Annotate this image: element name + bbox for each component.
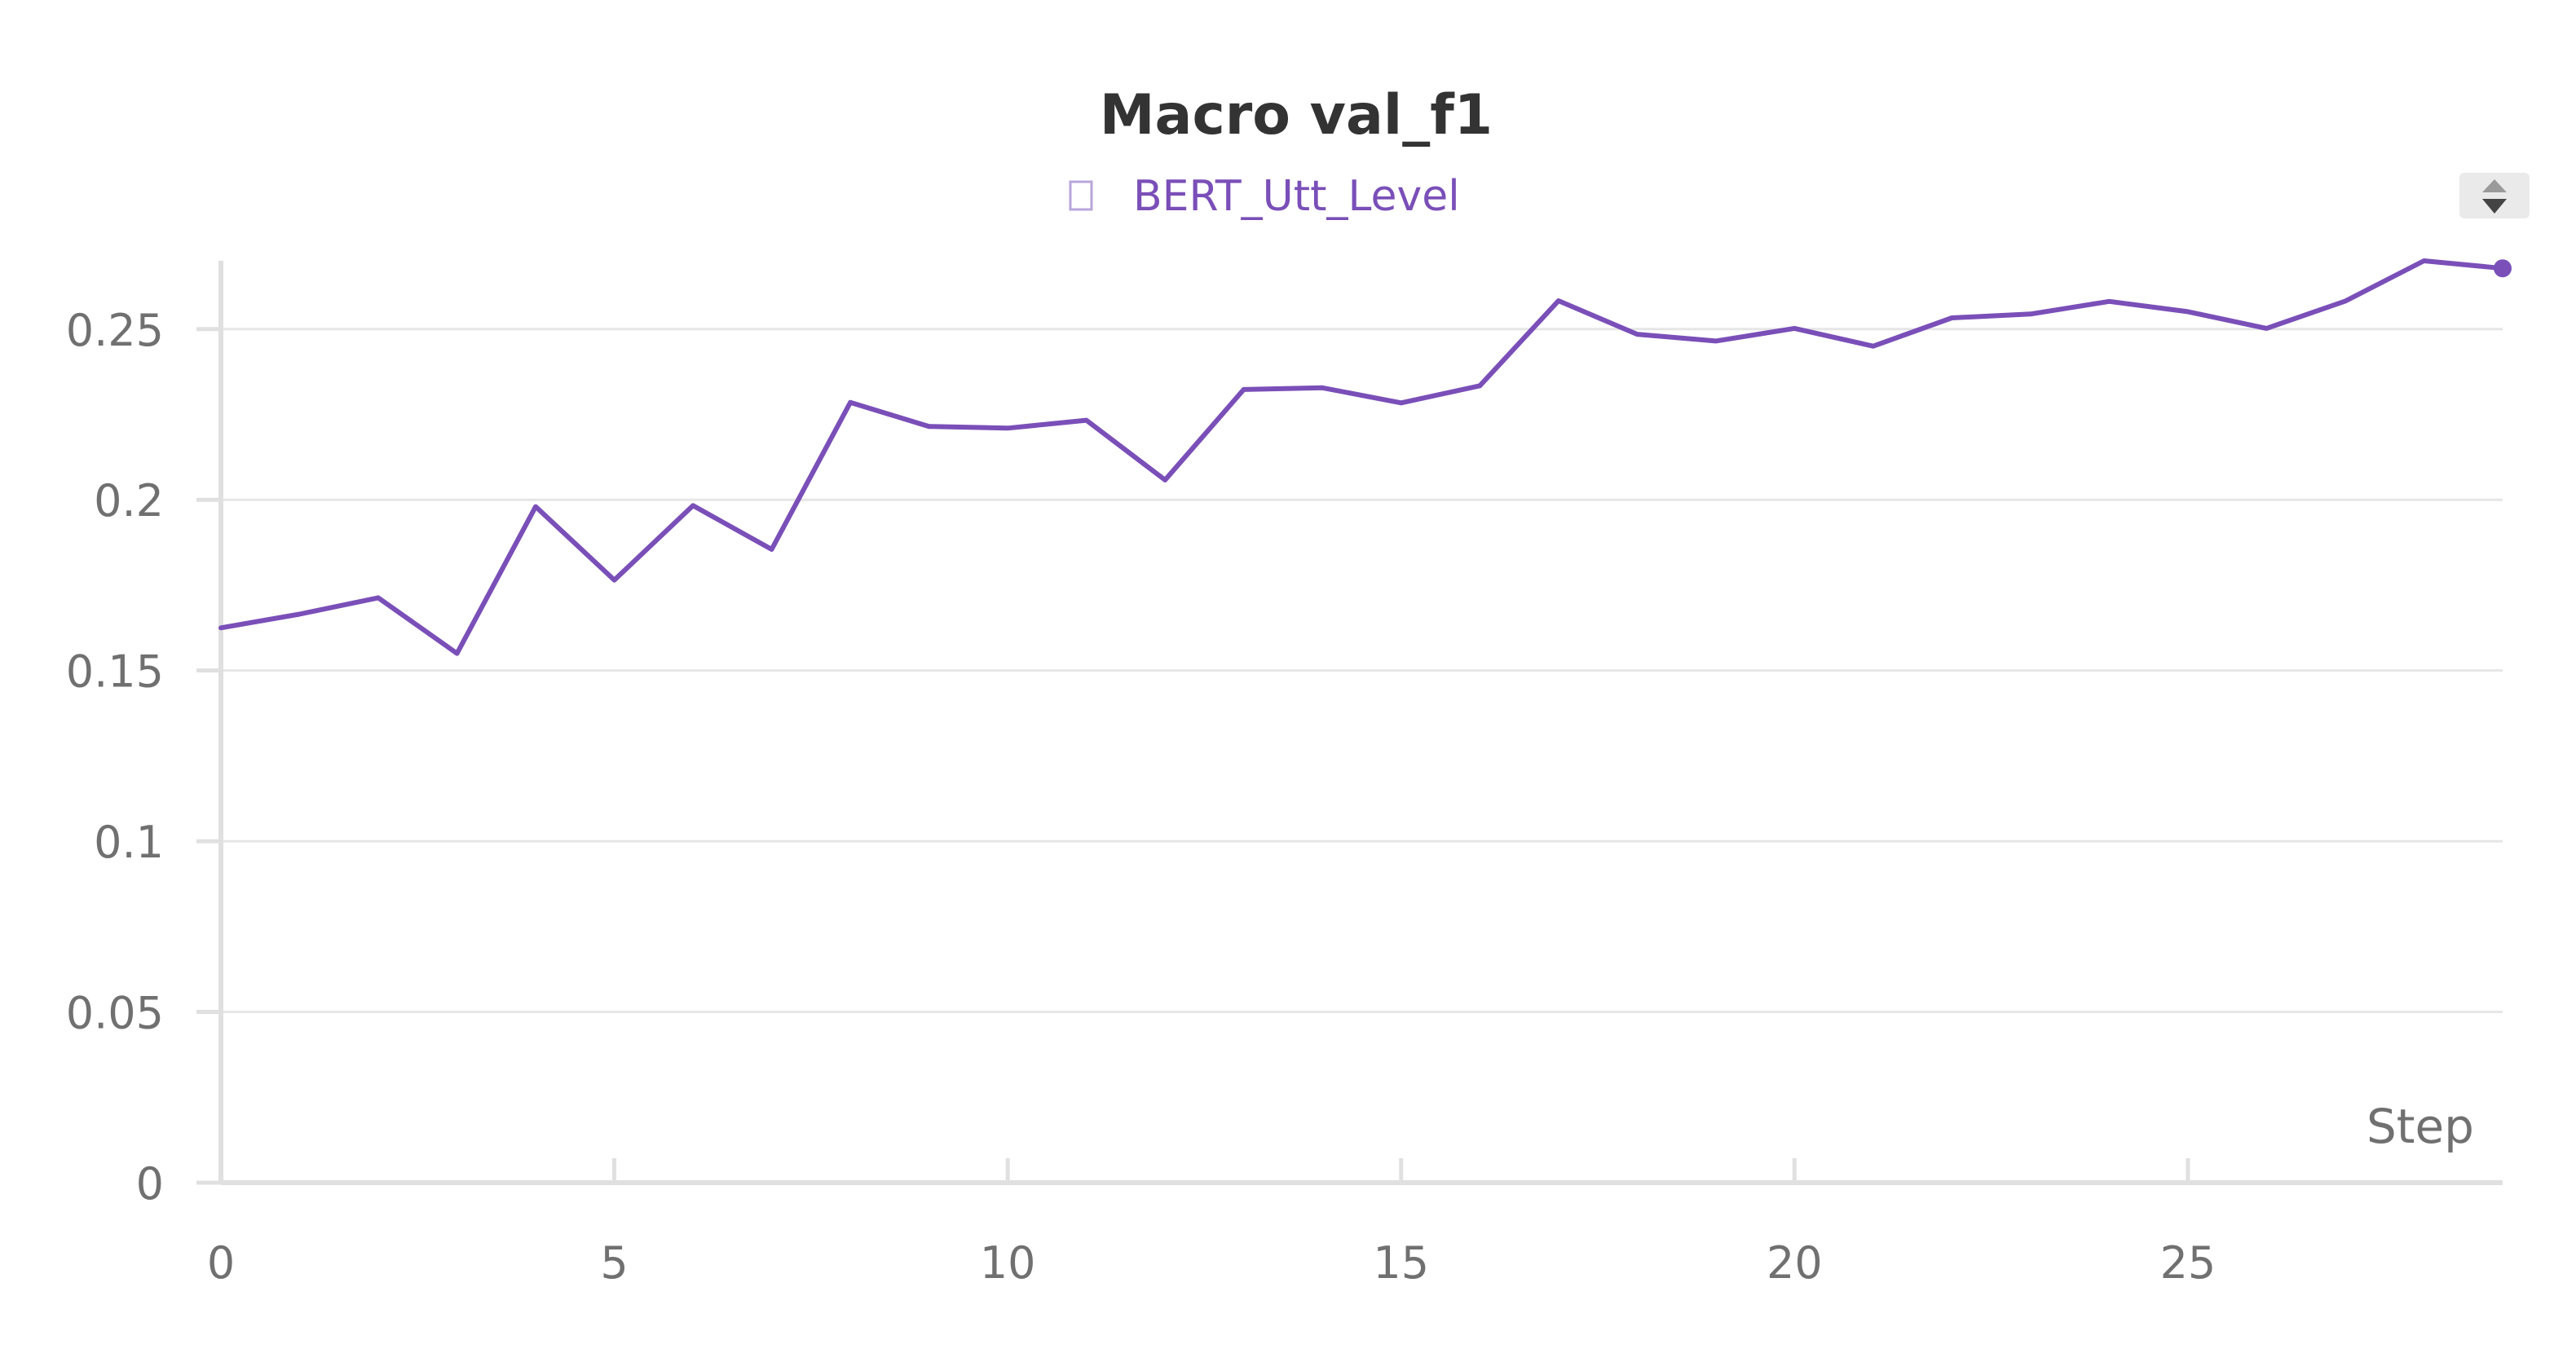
- grid-lines: [221, 328, 2503, 1014]
- x-tick-label: 0: [207, 1237, 235, 1289]
- data-point: [1791, 325, 1797, 332]
- data-point: [1319, 385, 1325, 391]
- data-point: [611, 577, 618, 584]
- x-axis-ticks: 0 5 10 15 20 25: [207, 1158, 2216, 1289]
- x-tick-label: 5: [600, 1237, 628, 1289]
- data-point: [2263, 325, 2269, 332]
- scroll-up-icon[interactable]: [2482, 179, 2507, 192]
- last-data-point: [2494, 259, 2512, 278]
- scroll-down-icon[interactable]: [2482, 199, 2507, 214]
- legend-scroll-control[interactable]: [2459, 173, 2530, 218]
- x-tick-label: 20: [1767, 1237, 1823, 1289]
- x-axis-label: Step: [2366, 1099, 2474, 1154]
- data-point: [1398, 399, 1405, 406]
- legend-scroll-background: [2459, 173, 2530, 218]
- legend-label: BERT_Utt_Level: [1133, 172, 1460, 221]
- data-point: [1634, 331, 1640, 337]
- data-point: [847, 399, 854, 406]
- data-point: [532, 504, 539, 510]
- data-point: [454, 650, 461, 657]
- data-point: [2106, 298, 2112, 305]
- data-point: [2185, 308, 2191, 315]
- data-point: [375, 594, 382, 601]
- legend[interactable]: BERT_Utt_Level: [1069, 172, 1460, 221]
- data-point: [1713, 337, 1719, 344]
- data-point: [1948, 315, 1955, 321]
- data-point: [2027, 311, 2034, 317]
- x-tick-label: 15: [1373, 1237, 1429, 1289]
- y-tick-label: 0.15: [66, 646, 164, 698]
- data-point: [1004, 425, 1011, 431]
- data-point: [2342, 297, 2349, 304]
- y-tick-label: 0.2: [94, 475, 164, 527]
- data-point: [1555, 297, 1562, 304]
- data-point: [2420, 258, 2427, 264]
- data-point: [1870, 343, 1877, 350]
- y-axis-ticks: 0 0.05 0.1 0.15 0.2 0.25: [66, 305, 221, 1210]
- x-tick-label: 25: [2160, 1237, 2217, 1289]
- y-tick-label: 0.1: [94, 817, 164, 868]
- series-layer: [218, 258, 2512, 657]
- legend-swatch-icon: [1069, 180, 1093, 211]
- data-point: [769, 546, 775, 553]
- series-line-BERT_Utt_Level: [218, 258, 2505, 656]
- x-tick-label: 10: [980, 1237, 1036, 1289]
- y-tick-label: 0.05: [66, 988, 164, 1039]
- data-point: [690, 502, 696, 509]
- y-tick-label: 0.25: [66, 305, 164, 356]
- data-point: [1083, 417, 1090, 424]
- axes: [218, 261, 2503, 1185]
- data-point: [297, 611, 303, 618]
- data-point: [1476, 382, 1483, 389]
- data-point: [1162, 477, 1168, 483]
- data-point: [1241, 386, 1247, 393]
- data-point: [926, 423, 933, 430]
- chart-title: Macro val_f1: [1100, 83, 1493, 148]
- data-point: [218, 624, 224, 631]
- y-tick-label: 0: [136, 1158, 164, 1210]
